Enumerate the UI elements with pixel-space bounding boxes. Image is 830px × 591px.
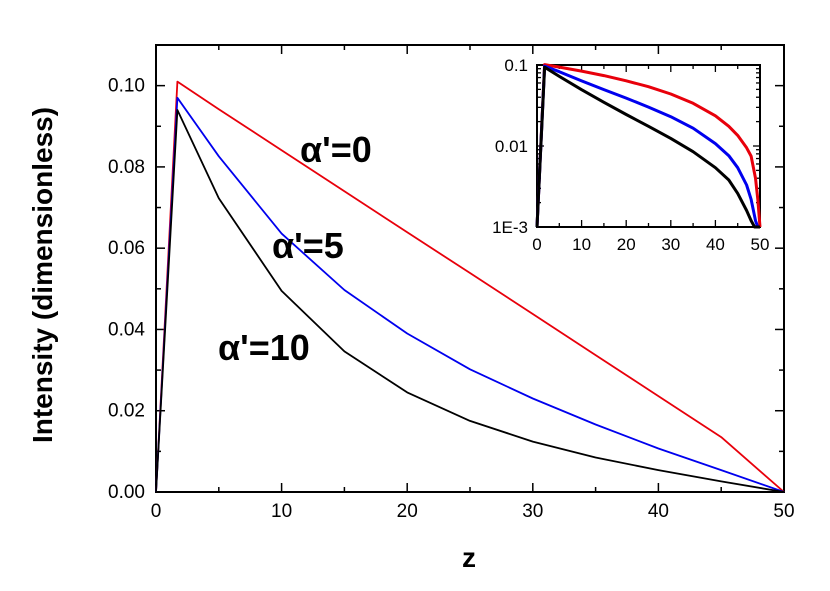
inset-series-line-1 [535,64,760,229]
inset-x-tick-label: 50 [751,235,770,254]
main-y-tick-label: 0.08 [108,157,145,178]
main-y-tick-label: 0.10 [108,76,145,97]
inset-series-line-0 [535,63,762,228]
main-x-tick-label: 40 [648,501,669,522]
main-y-tick-label: 0.02 [108,401,145,422]
inset-x-tick-label: 30 [661,235,680,254]
main-x-tick-label: 30 [522,501,543,522]
curve-label-alpha-0: α'=0 [300,129,372,170]
y-axis-title: Intensity (dimensionless) [27,107,58,443]
inset-y-tick-label: 1E-3 [492,218,528,237]
main-plot-area: 0 10 20 30 40 500.000.020.040.060.080.10 [108,44,795,522]
main-y-tick-label: 0.06 [108,238,145,259]
main-x-tick-label: 0 [151,501,162,522]
main-x-tick-label: 50 [773,501,794,522]
main-plot-frame [155,44,785,493]
main-x-tick-label: 10 [271,501,292,522]
inset-y-tick-label: 0.01 [495,137,528,156]
inset-x-tick-label: 40 [706,235,725,254]
main-series-line-0 [155,80,785,493]
curve-label-alpha-5: α'=5 [272,225,344,266]
inset-plot-frame [536,64,761,228]
main-series-line-2 [155,109,785,493]
inset-x-tick-label: 10 [572,235,591,254]
inset-plot-area: 0 10 20 30 40 50 0.1 0.01 1E-3 [492,56,769,254]
x-axis-title: z [462,542,476,573]
inset-x-tick-label: 0 [532,235,541,254]
main-series-line-1 [155,96,785,493]
curve-label-alpha-10: α'=10 [218,327,310,368]
main-y-tick-label: 0.00 [108,482,145,503]
inset-series-line-2 [535,65,760,229]
main-x-tick-label: 20 [397,501,418,522]
inset-x-tick-label: 20 [617,235,636,254]
inset-y-tick-label: 0.1 [504,56,528,75]
main-y-tick-label: 0.04 [108,319,145,340]
